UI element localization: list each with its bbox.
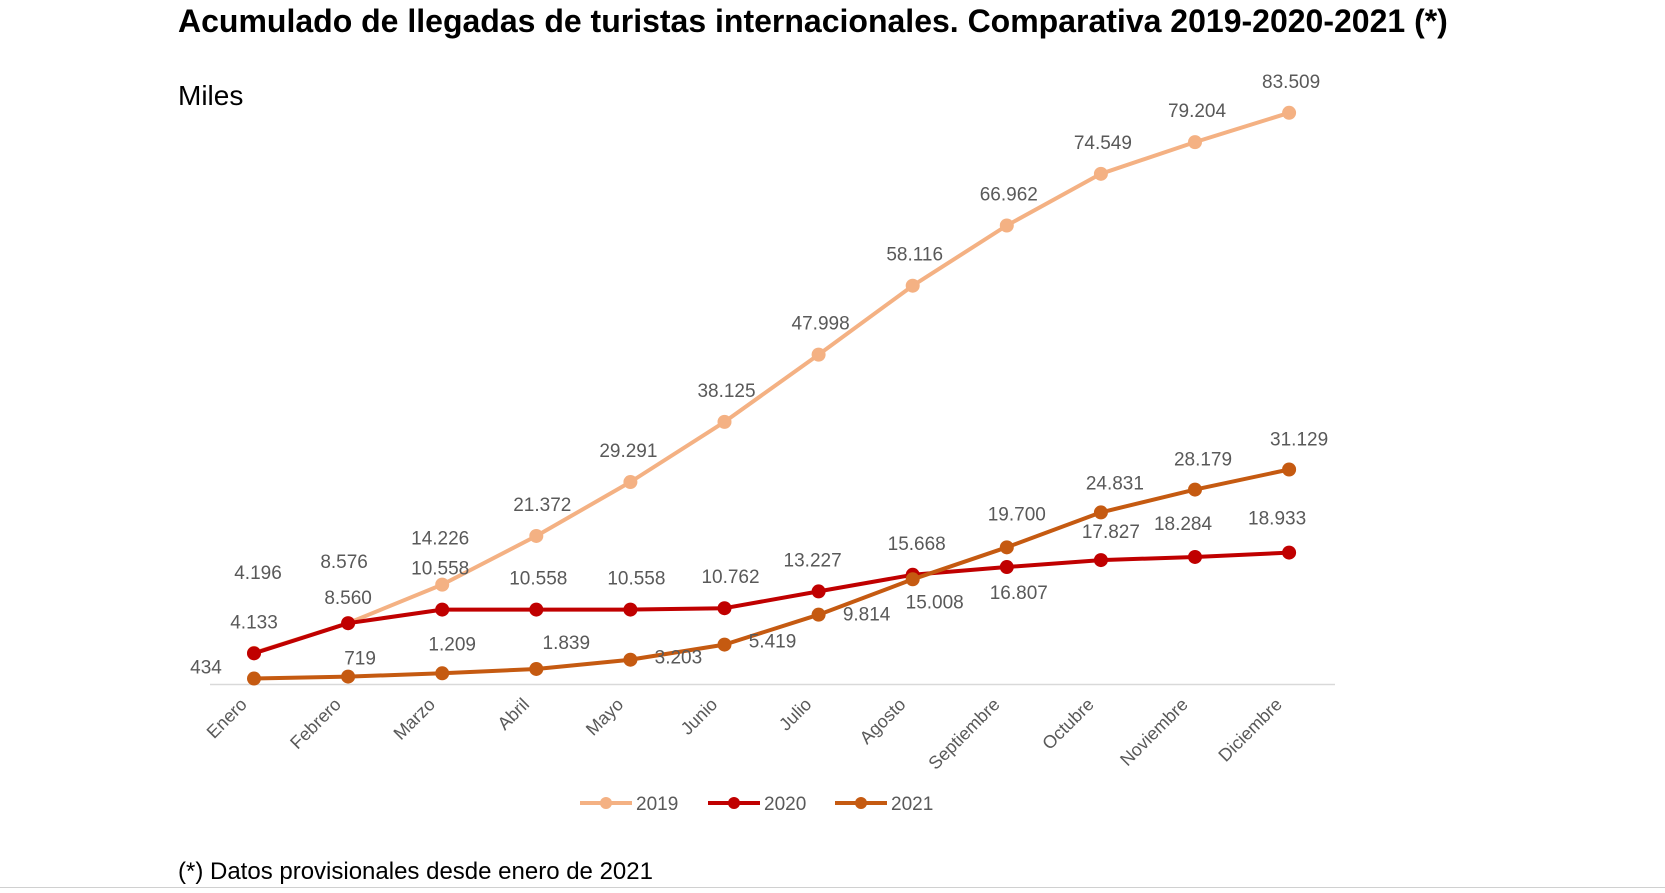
data-point-2020 (717, 601, 732, 616)
data-label-2021: 19.700 (988, 504, 1046, 525)
data-point-2019 (1093, 166, 1108, 181)
data-point-2021 (623, 652, 638, 667)
data-label-2019: 29.291 (599, 441, 657, 462)
data-label-2021: 1.839 (543, 633, 591, 654)
data-point-2020 (623, 602, 638, 617)
x-tick-label: Abril (494, 694, 534, 734)
data-label-2021: 28.179 (1174, 450, 1232, 471)
data-point-2020 (1093, 553, 1108, 568)
data-point-2020 (1188, 549, 1202, 564)
data-label-2019: 14.226 (411, 529, 469, 550)
data-point-2019 (1188, 135, 1202, 150)
data-label-2020: 4.133 (230, 612, 278, 633)
data-label-2021: 3.203 (655, 648, 703, 669)
data-label-2020: 10.558 (607, 569, 665, 590)
data-label-2019: 66.962 (980, 184, 1038, 205)
data-point-2020 (1282, 545, 1297, 560)
data-label-2020: 15.668 (888, 534, 946, 555)
data-point-2021 (1093, 505, 1108, 520)
x-tick-label: Marzo (390, 694, 440, 744)
data-point-2019 (811, 347, 826, 362)
data-label-2020: 10.558 (509, 569, 567, 590)
data-point-2021 (1282, 462, 1297, 477)
x-tick-label: Enero (203, 694, 251, 742)
data-point-2021 (1188, 482, 1202, 497)
data-label-2020: 13.227 (784, 550, 842, 571)
data-label-2021: 434 (190, 658, 222, 679)
series-line-2019 (252, 110, 1292, 655)
data-label-2019: 83.509 (1262, 72, 1320, 93)
data-label-2019: 8.576 (320, 552, 368, 573)
data-label-2019: 21.372 (513, 495, 571, 516)
data-point-2021 (905, 572, 920, 587)
legend-label-2019: 2019 (636, 794, 678, 815)
data-point-2019 (1282, 105, 1297, 120)
x-tick-label: Mayo (582, 694, 627, 739)
data-point-2019 (529, 528, 544, 543)
data-label-2019: 4.196 (234, 563, 282, 584)
data-label-2020: 10.558 (411, 559, 469, 580)
data-label-2021: 1.209 (428, 634, 476, 655)
data-point-2021 (341, 669, 356, 684)
data-point-2020 (341, 616, 356, 631)
data-label-2020: 17.827 (1082, 522, 1140, 543)
data-point-2020 (811, 584, 826, 599)
chart-subtitle: Miles (178, 80, 244, 111)
data-label-2021: 15.008 (906, 592, 964, 613)
data-point-2020 (435, 602, 450, 617)
data-label-2020: 18.284 (1154, 514, 1213, 535)
data-point-2019 (999, 218, 1014, 233)
data-label-2021: 24.831 (1086, 473, 1144, 494)
x-tick-label: Octubre (1038, 694, 1097, 753)
x-tick-label: Noviembre (1116, 694, 1192, 770)
data-label-2020: 10.762 (701, 567, 759, 588)
x-tick-label: Febrero (286, 694, 345, 753)
data-label-2019: 47.998 (792, 314, 850, 335)
data-point-2019 (623, 475, 638, 490)
data-label-2019: 38.125 (697, 381, 755, 402)
x-tick-label: Septiembre (924, 694, 1003, 773)
data-label-2021: 31.129 (1270, 430, 1328, 451)
data-point-2019 (717, 414, 732, 429)
data-point-2021 (435, 666, 450, 681)
data-point-2020 (529, 602, 544, 617)
data-label-2019: 58.116 (886, 245, 943, 266)
data-label-2019: 74.549 (1074, 133, 1132, 154)
x-tick-label: Diciembre (1214, 694, 1285, 765)
legend-label-2021: 2021 (891, 794, 933, 815)
data-point-2021 (247, 671, 261, 686)
data-label-2021: 719 (344, 649, 376, 670)
series-line-2021 (252, 467, 1292, 681)
data-point-2021 (811, 607, 826, 622)
data-label-2019: 79.204 (1168, 101, 1227, 122)
x-tick-label: Julio (775, 694, 815, 734)
data-label-2021: 9.814 (843, 605, 891, 626)
data-label-2020: 18.933 (1248, 509, 1306, 530)
legend-label-2020: 2020 (764, 794, 806, 815)
data-label-2021: 5.419 (749, 632, 797, 653)
data-point-2019 (905, 278, 920, 293)
data-label-2020: 8.560 (324, 588, 372, 609)
chart-title: Acumulado de llegadas de turistas intern… (178, 3, 1448, 39)
data-point-2021 (717, 637, 732, 652)
legend-marker-2019 (600, 797, 612, 809)
series-line-2020 (252, 550, 1292, 656)
legend-marker-2020 (728, 797, 740, 809)
data-point-2019 (435, 577, 450, 592)
x-tick-label: Junio (677, 694, 722, 739)
x-tick-label: Agosto (856, 694, 910, 748)
data-point-2021 (529, 661, 544, 676)
legend-marker-2021 (855, 797, 867, 809)
data-point-2020 (247, 646, 261, 661)
data-point-2020 (999, 560, 1014, 575)
footnote: (*) Datos provisionales desde enero de 2… (178, 858, 653, 885)
data-point-2021 (999, 540, 1014, 555)
data-label-2020: 16.807 (990, 583, 1048, 604)
bottom-divider (0, 887, 1665, 888)
